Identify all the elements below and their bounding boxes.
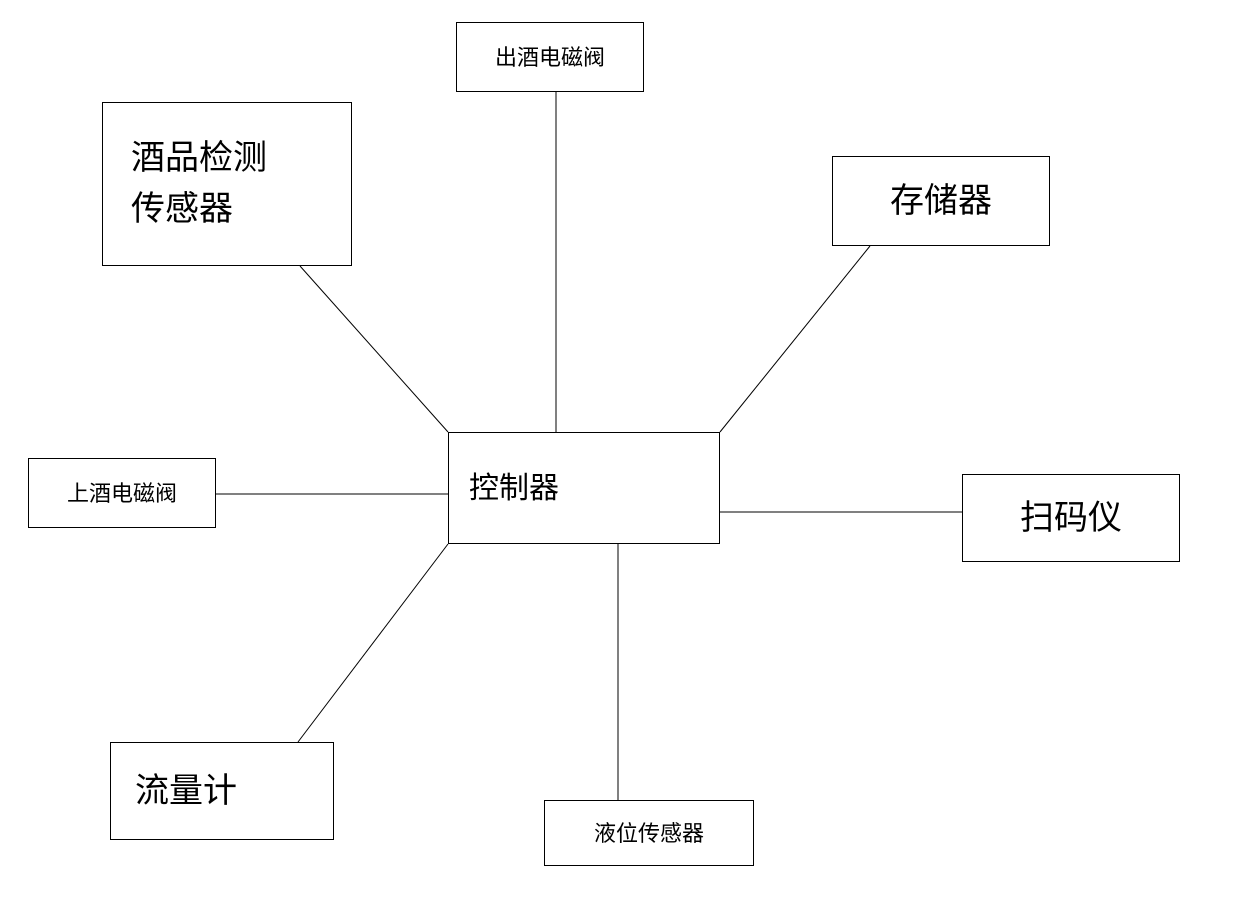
node-label: 出酒电磁阀 [495,41,605,74]
node-label: 上酒电磁阀 [67,477,177,510]
node-label: 流量计 [135,766,237,817]
node-label: 扫码仪 [1020,493,1122,544]
node-wine-sensor: 酒品检测 传感器 [102,102,352,266]
node-level-sensor: 液位传感器 [544,800,754,866]
node-label: 存储器 [890,176,992,227]
edge-controller-memory [720,246,870,432]
node-label: 液位传感器 [594,817,704,850]
node-label: 控制器 [469,466,559,511]
edge-controller-flow-meter [298,544,448,742]
node-label: 酒品检测 传感器 [131,133,267,235]
node-memory: 存储器 [832,156,1050,246]
node-output-valve: 出酒电磁阀 [456,22,644,92]
node-flow-meter: 流量计 [110,742,334,840]
node-input-valve: 上酒电磁阀 [28,458,216,528]
node-scanner: 扫码仪 [962,474,1180,562]
node-controller: 控制器 [448,432,720,544]
edge-controller-wine-sensor [300,266,448,432]
block-diagram: 控制器 出酒电磁阀酒品检测 传感器 存储器上酒电磁阀 扫码仪流量计液位传感器 [0,0,1240,914]
